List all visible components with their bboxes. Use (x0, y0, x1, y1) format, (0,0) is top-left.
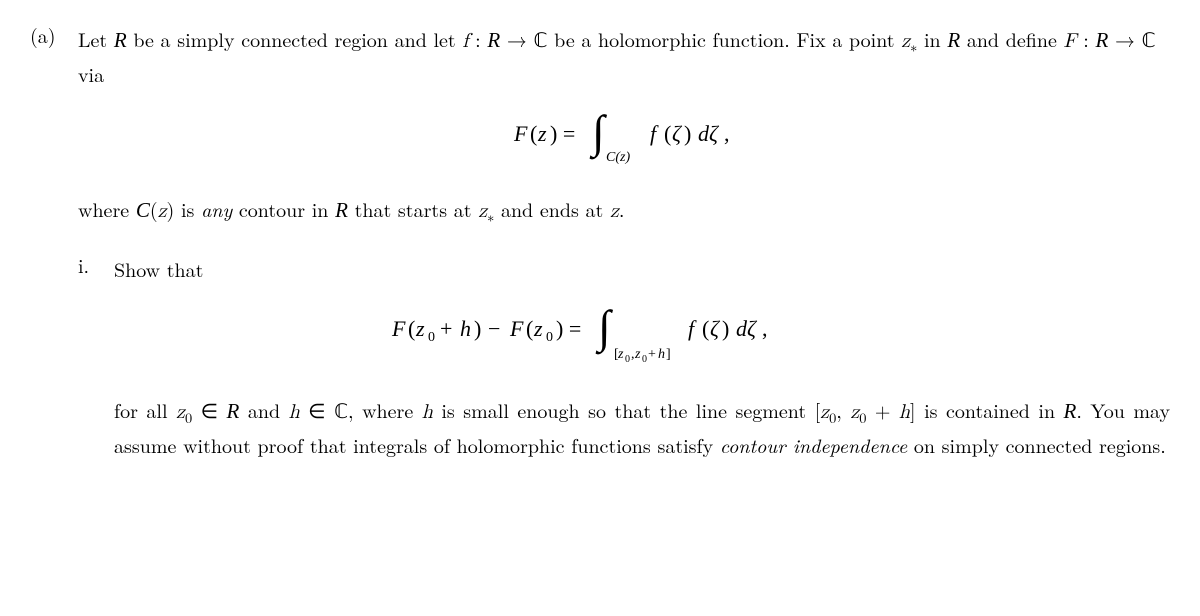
svg-text:0: 0 (625, 354, 630, 365)
svg-text:]: ] (666, 347, 671, 362)
integral-sign-2: ∫ (595, 301, 613, 355)
problem-body: Let R be a simply connected region and l… (78, 20, 1170, 464)
svg-text:): ) (684, 121, 691, 146)
svg-text:+: + (648, 347, 656, 362)
svg-text:z: z (617, 347, 624, 362)
part-i-body: Show that F ( z 0 + h ) − F ( z 0 (114, 250, 1170, 464)
svg-text:(: ( (530, 121, 537, 146)
svg-text:ζ: ζ (672, 121, 683, 146)
svg-text:dζ: dζ (736, 316, 758, 341)
svg-text:+: + (440, 316, 452, 341)
equation-difference: F ( z 0 + h ) − F ( z 0 ) = ∫ [ (114, 298, 1170, 377)
svg-text:) =: ) = (550, 121, 575, 146)
problem-label: (a) (30, 20, 78, 50)
svg-text:F: F (509, 316, 524, 341)
equation-F-definition: F ( z ) = ∫ C(z) f ( ζ ) dζ , (78, 103, 1170, 176)
svg-text:,: , (631, 347, 635, 362)
problem-a: (a) Let R be a simply connected region a… (30, 20, 1170, 464)
svg-text:(: ( (702, 316, 709, 341)
svg-text:−: − (488, 316, 500, 341)
svg-text:h: h (460, 316, 471, 341)
svg-text:h: h (658, 347, 665, 362)
where-paragraph: where C(z) is any contour in R that star… (78, 194, 1170, 229)
intro-paragraph: Let R be a simply connected region and l… (78, 24, 1170, 89)
svg-text:f: f (688, 316, 697, 341)
eqn2-svg: F ( z 0 + h ) − F ( z 0 ) = ∫ [ (362, 298, 922, 370)
svg-text:,: , (724, 121, 730, 146)
svg-text:0: 0 (642, 354, 647, 365)
svg-text:ζ: ζ (710, 316, 721, 341)
svg-text:z: z (634, 347, 641, 362)
svg-text:): ) (722, 316, 729, 341)
svg-text:): ) (474, 316, 481, 341)
eqn1-sub: C(z) (606, 150, 630, 165)
eqn1-svg: F ( z ) = ∫ C(z) f ( ζ ) dζ , (474, 103, 774, 169)
svg-text:0: 0 (546, 330, 553, 345)
svg-text:,: , (762, 316, 768, 341)
svg-text:F: F (391, 316, 406, 341)
part-i-lead: Show that (114, 254, 1170, 284)
svg-text:dζ: dζ (698, 121, 720, 146)
eqn1-lhs: F (513, 121, 528, 146)
part-i-label: i. (78, 250, 114, 280)
svg-text:(: ( (664, 121, 671, 146)
svg-text:z: z (415, 316, 425, 341)
svg-text:(: ( (526, 316, 533, 341)
svg-text:z: z (533, 316, 543, 341)
part-i: i. Show that F ( z 0 + h ) − F ( (78, 250, 1170, 464)
svg-text:z: z (537, 121, 547, 146)
svg-text:(: ( (408, 316, 415, 341)
integral-sign-1: ∫ (589, 106, 607, 160)
svg-text:0: 0 (428, 330, 435, 345)
part-i-tail: for all z0 ∈ R and h ∈ ℂ, where h is sma… (114, 395, 1170, 460)
svg-text:) =: ) = (556, 316, 581, 341)
svg-text:f: f (650, 121, 659, 146)
